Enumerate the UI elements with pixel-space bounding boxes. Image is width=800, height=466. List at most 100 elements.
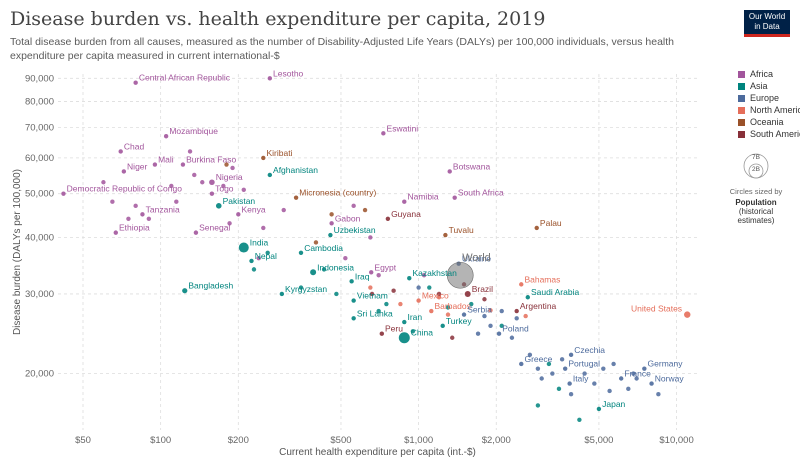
data-point-czechia [568,352,574,358]
data-point-iraq [349,279,354,284]
data-point [146,216,152,221]
legend-swatch [738,118,745,126]
data-point [362,207,368,213]
data-point [133,203,138,209]
data-point-micronesia-country- [293,195,299,200]
legend-item[interactable]: South America [738,128,800,140]
data-point [568,392,574,397]
data-point [450,335,455,340]
owid-logo[interactable]: Our World in Data [744,10,790,37]
data-point [556,386,562,392]
data-point-kiribati [261,155,266,161]
x-tick-label: $2,000 [482,435,511,446]
data-point [376,273,381,278]
legend-item[interactable]: North America [738,104,800,116]
legend-swatch [738,70,745,78]
point-label: Burkina Faso [186,155,236,165]
data-point [416,285,421,290]
point-label: Kazakhstan [412,268,457,278]
point-label: Egypt [374,262,396,272]
point-label: Central African Republic [139,73,231,83]
point-label: Lesotho [273,68,304,78]
data-point-gabon [329,221,334,226]
data-point [321,267,327,272]
data-point-nigeria [209,179,215,186]
x-tick-label: $200 [228,435,249,446]
data-point-pakistan [215,203,222,209]
data-point [410,329,416,334]
data-point-chad [118,149,123,154]
point-label: Bahamas [524,274,560,284]
point-label: Namibia [407,192,438,202]
point-label: Uzbekistan [334,225,376,235]
point-label: Indonesia [317,262,354,272]
data-point [126,216,131,221]
point-label: Nigeria [216,172,243,182]
data-point-italy [567,381,572,386]
point-label: Argentina [520,301,557,311]
point-label: Chad [124,141,145,151]
data-point-niger [121,169,127,174]
data-point-mozambique [163,134,169,139]
point-label: India [250,238,269,248]
data-point [469,301,474,307]
data-point-germany [642,366,647,371]
legend-item[interactable]: Africa [738,68,800,80]
data-point-uzbekistan [328,232,333,238]
point-label: Ukraine [462,254,492,264]
point-label: Togo [215,184,234,194]
x-tick-label: $100 [150,435,171,446]
y-tick-label: 40,000 [25,232,54,243]
point-label: Mexico [422,291,449,301]
data-point-india [238,242,249,253]
data-point [514,316,519,321]
x-tick-label: $5,000 [584,435,613,446]
x-tick-label: $500 [330,435,351,446]
point-label: Mozambique [169,126,218,136]
data-point [227,221,232,226]
data-point-world [446,261,474,289]
point-label: Afghanistan [273,165,318,175]
legend-swatch [738,130,745,138]
data-point [535,366,541,371]
point-label: Ethiopia [119,223,150,233]
data-point [241,187,246,192]
point-label: Cambodia [304,243,343,253]
data-point [634,376,639,381]
point-label: Iran [407,312,422,322]
data-point-afghanistan [267,172,273,178]
chart-subtitle: Total disease burden from all causes, me… [10,36,674,62]
data-point [488,323,493,329]
legend-item[interactable]: Europe [738,92,800,104]
data-point-brazil [464,290,471,297]
data-point-guyana [385,216,391,221]
legend-label: North America [750,105,800,115]
data-point [187,149,193,154]
data-point-indonesia [310,269,317,276]
point-label: World [462,252,491,264]
data-point-senegal [193,230,199,235]
data-point-tuvalu [443,232,448,238]
data-point-poland [496,331,502,336]
data-point-united-states [684,311,691,318]
data-point [550,371,555,376]
point-label: Democratic Republic of Congo [67,184,183,194]
point-label: Japan [602,399,625,409]
legend-item[interactable]: Oceania [738,116,800,128]
point-label: Turkey [446,316,472,326]
point-label: Kyrgyzstan [285,284,327,294]
point-label: Serbia [467,305,492,315]
data-point [577,417,582,423]
legend-item[interactable]: Asia [738,80,800,92]
data-point [343,255,348,261]
data-point [329,212,334,217]
data-point-palau [534,225,539,231]
x-tick-label: $1,000 [404,435,433,446]
data-point-greece [519,361,524,367]
data-point [436,295,442,300]
point-label: Guyana [391,209,421,219]
data-point [313,240,319,245]
data-point-egypt [369,270,374,275]
data-point [656,392,661,397]
data-point-eswatini [381,131,386,136]
